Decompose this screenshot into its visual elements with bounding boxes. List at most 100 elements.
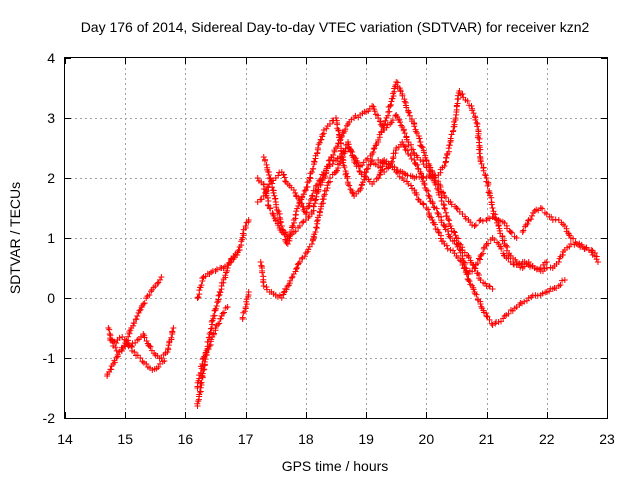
data-point [203, 349, 210, 356]
data-point [442, 194, 449, 201]
data-point [484, 313, 491, 320]
data-point [275, 208, 282, 215]
data-point [310, 203, 317, 210]
data-point [136, 307, 143, 314]
data-point [397, 119, 404, 126]
data-point [570, 235, 577, 242]
data-point [306, 200, 313, 207]
data-point [381, 121, 388, 127]
data-point [473, 291, 480, 298]
x-tick-label: 22 [539, 431, 555, 447]
x-tick-label: 20 [419, 431, 435, 447]
data-point [452, 115, 459, 122]
data-point [254, 175, 261, 181]
data-point [504, 225, 511, 232]
data-point [492, 215, 499, 222]
data-point [241, 308, 248, 315]
data-point [548, 213, 555, 220]
data-point [354, 159, 361, 166]
data-point [450, 228, 457, 235]
data-point [265, 184, 272, 191]
data-point [473, 119, 480, 126]
data-point [485, 240, 492, 247]
data-point [194, 400, 201, 407]
data-point [389, 95, 396, 102]
data-point [116, 334, 123, 341]
data-point [316, 139, 323, 146]
chart-title: Day 176 of 2014, Sidereal Day-to-day VTE… [81, 19, 590, 35]
data-point [445, 145, 452, 152]
data-point [216, 320, 223, 327]
data-point [492, 320, 499, 327]
data-point [215, 292, 222, 299]
data-point [447, 247, 454, 253]
data-point [488, 201, 495, 208]
data-point [446, 142, 453, 149]
data-point [390, 93, 397, 100]
data-point [264, 183, 271, 190]
data-point [379, 159, 386, 166]
data-point [429, 200, 436, 207]
data-point [270, 189, 277, 196]
data-point [425, 206, 432, 213]
data-point [417, 199, 424, 205]
data-point [534, 292, 541, 299]
data-point [133, 316, 140, 323]
data-point [474, 260, 481, 267]
data-point [513, 259, 520, 265]
data-point [527, 216, 534, 223]
data-point [147, 343, 154, 350]
data-point [323, 167, 330, 174]
data-point [296, 223, 303, 229]
data-point [409, 146, 416, 153]
data-point [195, 398, 202, 405]
data-point [141, 300, 148, 307]
data-point [298, 200, 305, 207]
data-point [546, 288, 553, 295]
y-tick-label: -2 [43, 410, 56, 426]
data-point [434, 209, 441, 216]
data-point [282, 178, 289, 185]
y-tick-label: 0 [47, 290, 55, 306]
data-point [543, 211, 550, 217]
data-point [521, 298, 528, 305]
data-point [224, 304, 231, 310]
data-point [432, 172, 439, 179]
data-point [263, 188, 270, 195]
data-point [257, 259, 264, 265]
data-point [420, 173, 427, 180]
data-point [477, 277, 484, 283]
data-point [273, 204, 280, 211]
data-point [399, 139, 406, 145]
data-point [525, 259, 532, 265]
data-point [417, 157, 424, 163]
data-point [260, 283, 267, 289]
data-point [543, 265, 550, 271]
data-point [561, 277, 568, 283]
data-point [260, 154, 267, 160]
data-point [370, 178, 377, 185]
series-6 [194, 304, 231, 391]
data-point [349, 189, 356, 196]
data-point [465, 271, 472, 277]
data-point [513, 235, 520, 241]
data-point [453, 205, 460, 211]
data-point [308, 169, 315, 175]
data-point [280, 289, 287, 296]
series-8 [257, 139, 568, 328]
data-point [201, 353, 208, 360]
data-point [245, 289, 252, 295]
data-point [478, 251, 485, 258]
data-point [489, 322, 496, 328]
data-point [283, 286, 290, 293]
data-point [300, 191, 307, 198]
data-point [464, 98, 471, 105]
data-point [194, 295, 201, 301]
data-point [445, 216, 452, 223]
data-point [301, 253, 308, 260]
data-point [469, 268, 476, 275]
data-point [412, 128, 419, 135]
data-point [219, 310, 226, 317]
data-point [214, 299, 221, 306]
data-point [407, 152, 414, 159]
